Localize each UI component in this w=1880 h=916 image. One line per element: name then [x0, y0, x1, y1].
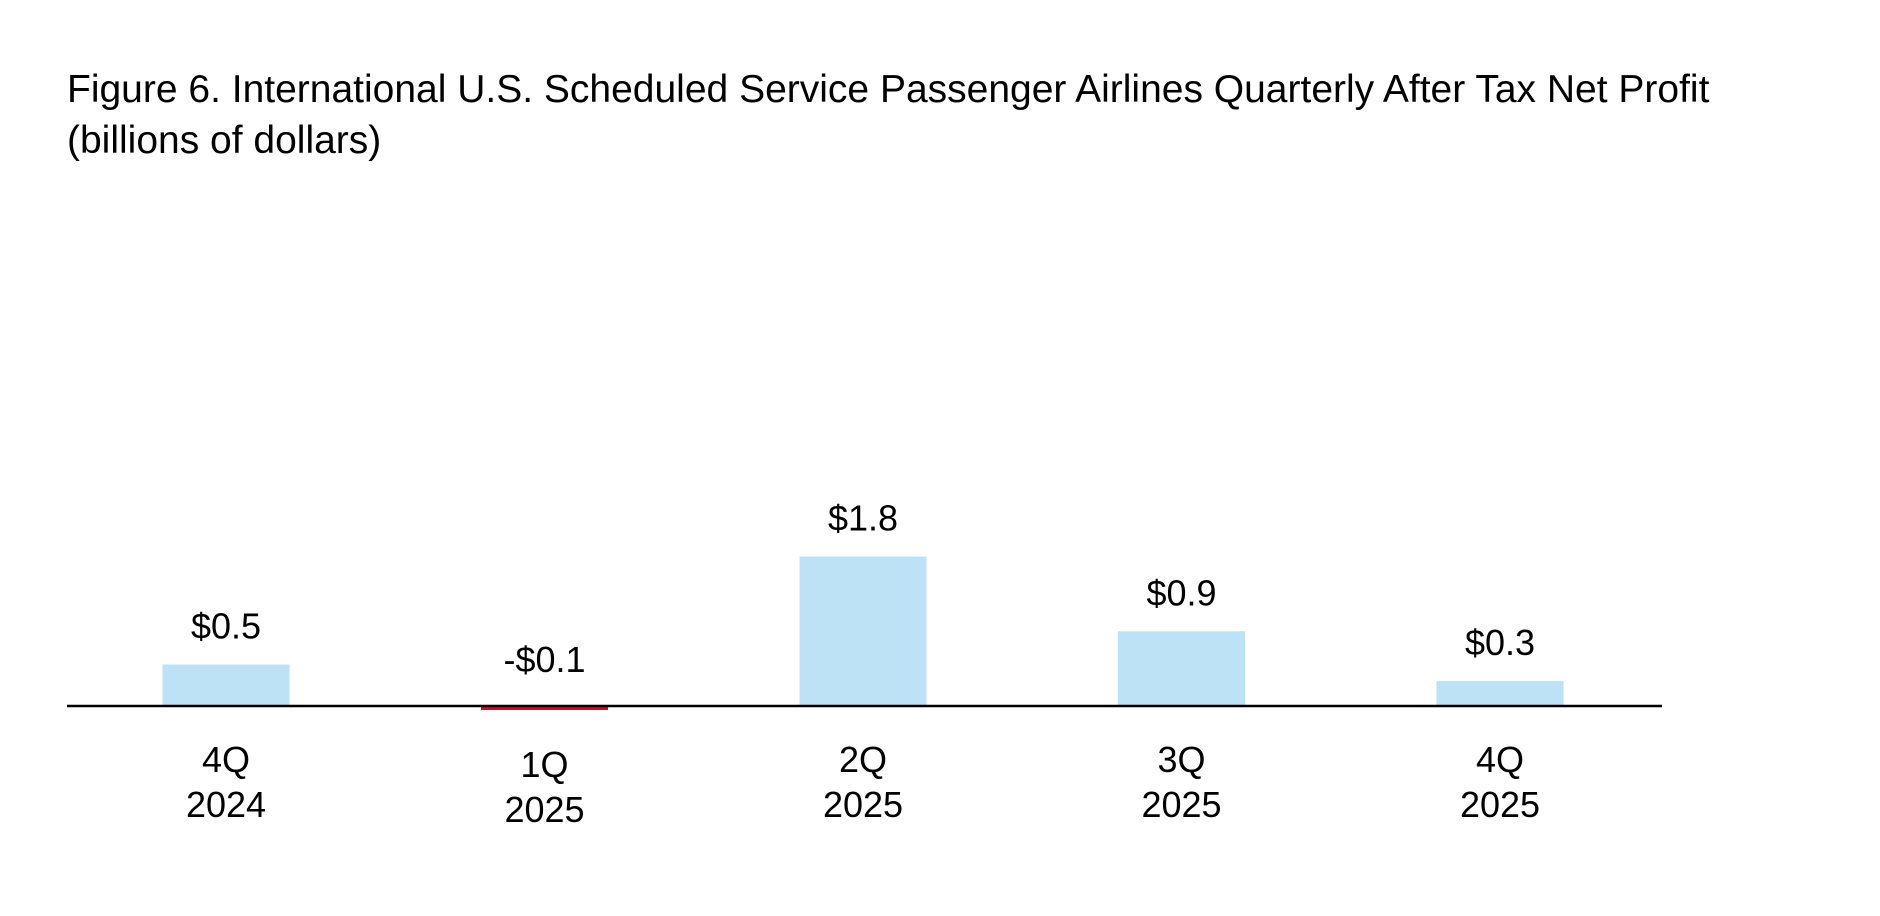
bar-3	[1118, 631, 1245, 706]
x-tick-label-3: 3Q 2025	[1141, 739, 1221, 825]
x-tick-label-4: 4Q 2025	[1460, 739, 1540, 825]
x-tick-label-2-line-0: 2Q	[839, 739, 887, 780]
x-tick-label-2: 2Q 2025	[823, 739, 903, 825]
bar-2	[799, 556, 927, 706]
data-label-0: $0.5	[191, 606, 261, 647]
bar-4	[1436, 681, 1564, 706]
x-tick-label-1-line-1: 2025	[504, 789, 584, 830]
bars-group	[162, 556, 1564, 710]
x-tick-label-4-line-1: 2025	[1460, 784, 1540, 825]
chart-title-text: Figure 6. International U.S. Scheduled S…	[67, 68, 1710, 111]
x-tick-label-3-line-0: 3Q	[1157, 739, 1205, 780]
x-tick-label-3-line-1: 2025	[1141, 784, 1221, 825]
bar-1	[481, 706, 608, 710]
data-label-4: $0.3	[1465, 622, 1535, 663]
data-label-3: $0.9	[1146, 572, 1216, 613]
chart-subtitle: (billions of dollars)	[67, 119, 382, 162]
data-label-1: -$0.1	[503, 639, 585, 680]
bar-0	[162, 664, 290, 706]
data-labels-group: $0.5 -$0.1 $1.8 $0.9 $0.3	[191, 498, 1535, 680]
x-tick-label-1-line-0: 1Q	[520, 744, 568, 785]
chart-title: Figure 6. International U.S. Scheduled S…	[67, 64, 1867, 166]
x-tick-label-0-line-0: 4Q	[202, 739, 250, 780]
data-label-2: $1.8	[828, 498, 898, 539]
x-tick-label-1: 1Q 2025	[504, 744, 584, 830]
x-tick-label-2-line-1: 2025	[823, 784, 903, 825]
x-tick-label-0-line-1: 2024	[186, 784, 266, 825]
x-tick-label-0: 4Q 2024	[186, 739, 266, 825]
x-tick-label-4-line-0: 4Q	[1476, 739, 1524, 780]
